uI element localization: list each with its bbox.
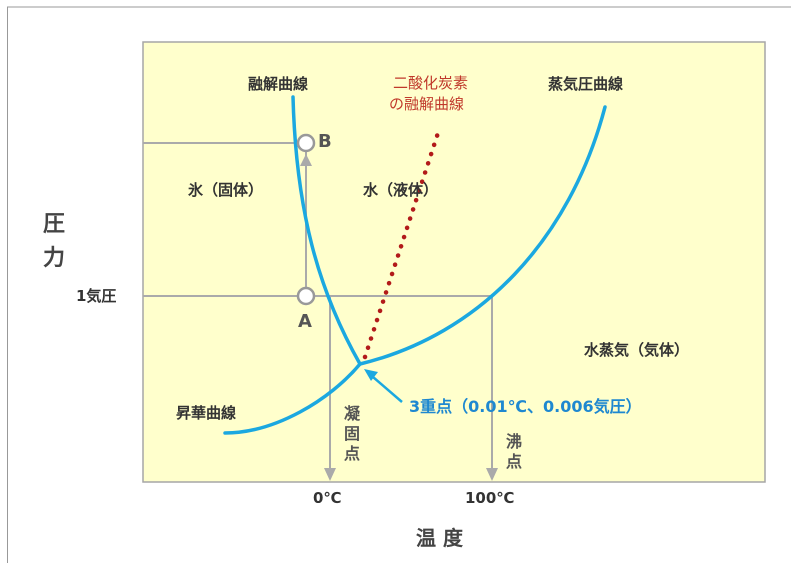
- triple-point-arrowhead: [364, 369, 378, 381]
- boiling-arrowhead: [486, 468, 498, 481]
- triple-point-label: 3重点（0.01℃、0.006気圧）: [409, 397, 642, 416]
- point-a-marker: [296, 286, 316, 306]
- pressure-tick-label: 1気圧: [76, 287, 117, 305]
- phase-curves: [223, 95, 607, 435]
- sublimation-curve: [223, 362, 362, 435]
- x-axis-label: 温 度: [416, 526, 463, 550]
- co2-label-line1: 二酸化炭素: [393, 74, 469, 92]
- up-arrowhead: [300, 154, 312, 166]
- boiling-point-label: 沸点: [505, 432, 522, 471]
- gas-region-label: 水蒸気（気体）: [584, 341, 690, 359]
- fusion-curve-label: 融解曲線: [248, 75, 309, 93]
- point-a-label: A: [298, 311, 312, 332]
- point-b-label: B: [318, 131, 332, 152]
- vapor-pressure-curve-label: 蒸気圧曲線: [548, 75, 624, 93]
- freezing-arrowhead: [324, 468, 336, 481]
- temp-tick-zero: 0℃: [313, 489, 342, 507]
- solid-region-label: 氷（固体）: [188, 181, 264, 199]
- plot-area: [142, 41, 766, 483]
- guide-arrowheads: [300, 154, 498, 481]
- vapor-pressure-curve: [358, 105, 607, 366]
- co2-fusion-curve: [362, 130, 441, 360]
- y-axis-label: 圧力: [42, 212, 65, 271]
- point-b-marker: [296, 133, 316, 153]
- liquid-region-label: 水（液体）: [363, 181, 439, 199]
- freezing-point-label: 凝固点: [343, 404, 360, 463]
- temp-tick-hundred: 100℃: [465, 489, 515, 507]
- triple-point-pointer: [372, 376, 403, 403]
- sublimation-curve-label: 昇華曲線: [176, 404, 237, 422]
- fusion-curve: [291, 95, 362, 366]
- co2-label-line2: の融解曲線: [389, 95, 465, 113]
